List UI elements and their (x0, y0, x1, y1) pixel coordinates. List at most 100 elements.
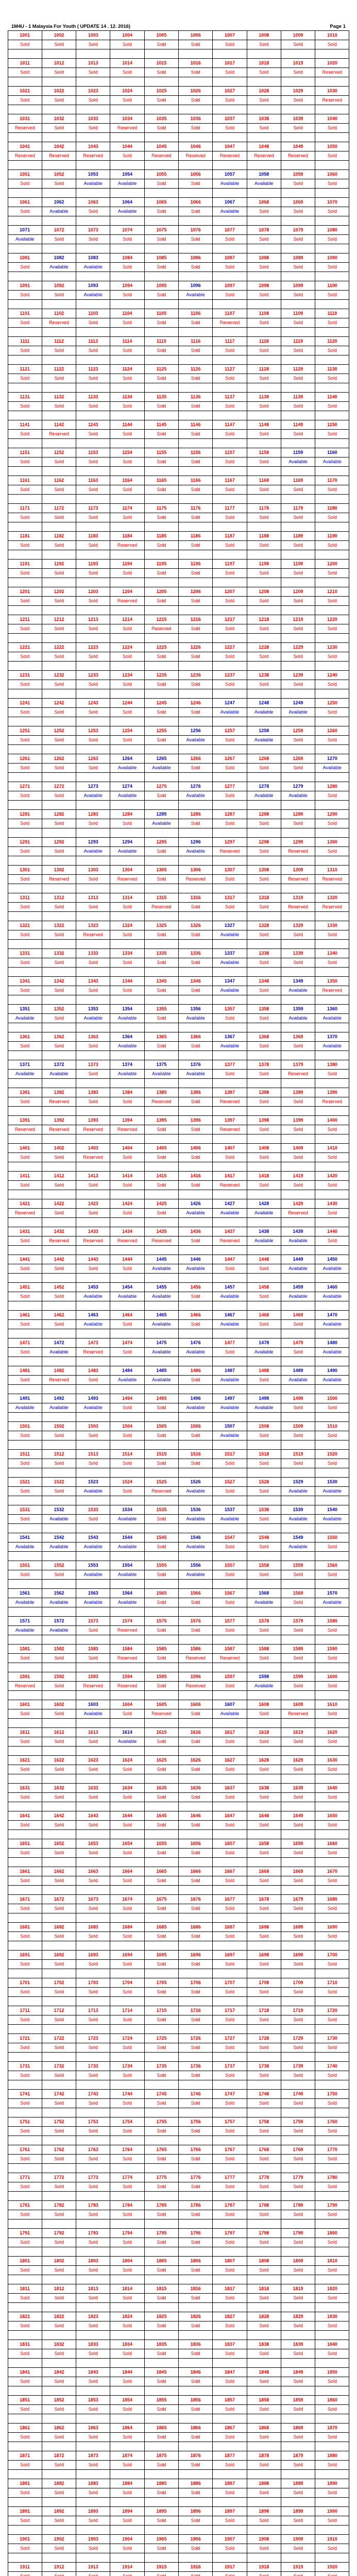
status-badge[interactable]: Sold (178, 2154, 213, 2164)
status-badge[interactable]: Available (280, 1292, 316, 1301)
number-cell[interactable]: 1355 (144, 1004, 179, 1014)
status-badge[interactable]: Sold (41, 179, 77, 189)
status-badge[interactable]: Sold (315, 1931, 350, 1941)
number-cell[interactable]: 1312 (41, 893, 77, 903)
status-badge[interactable]: Sold (246, 1987, 281, 1997)
number-cell[interactable]: 1765 (144, 2145, 179, 2155)
number-cell[interactable]: 1482 (41, 1366, 77, 1376)
number-cell[interactable]: 1631 (7, 1783, 42, 1793)
status-badge[interactable]: Available (212, 1208, 247, 1218)
number-cell[interactable]: 1670 (315, 1867, 350, 1876)
number-cell[interactable]: 1081 (7, 253, 42, 263)
status-badge[interactable]: Sold (246, 652, 281, 662)
number-cell[interactable]: 1401 (7, 1143, 42, 1153)
number-cell[interactable]: 1791 (7, 2228, 42, 2238)
status-badge[interactable]: Sold (76, 2071, 111, 2080)
number-cell[interactable]: 1386 (178, 1088, 213, 1097)
number-cell[interactable]: 1712 (41, 2006, 77, 2015)
status-badge[interactable]: Sold (76, 1792, 111, 1802)
number-cell[interactable]: 1448 (246, 1255, 281, 1264)
status-badge[interactable]: Sold (7, 290, 42, 300)
number-cell[interactable]: 1492 (41, 1394, 77, 1403)
status-badge[interactable]: Sold (76, 318, 111, 328)
status-badge[interactable]: Available (41, 1542, 77, 1552)
status-badge[interactable]: Sold (7, 680, 42, 689)
number-cell[interactable]: 1378 (246, 1060, 281, 1070)
number-cell[interactable]: 1209 (280, 587, 316, 597)
status-badge[interactable]: Sold (144, 707, 179, 717)
number-cell[interactable]: 1450 (315, 1255, 350, 1264)
number-cell[interactable]: 1060 (315, 170, 350, 179)
status-badge[interactable]: Sold (315, 2015, 350, 2025)
number-cell[interactable]: 1653 (76, 1839, 111, 1849)
number-cell[interactable]: 1223 (76, 642, 111, 652)
number-cell[interactable]: 1556 (178, 1561, 213, 1570)
status-badge[interactable]: Sold (110, 1180, 145, 1190)
status-badge[interactable]: Sold (178, 1765, 213, 1774)
number-cell[interactable]: 1409 (280, 1143, 316, 1153)
status-badge[interactable]: Sold (76, 1097, 111, 1107)
number-cell[interactable]: 1494 (110, 1394, 145, 1403)
status-badge[interactable]: Sold (315, 1765, 350, 1774)
status-badge[interactable]: Sold (7, 1180, 42, 1190)
number-cell[interactable]: 1162 (41, 476, 77, 485)
number-cell[interactable]: 1194 (110, 559, 145, 569)
status-badge[interactable]: Available (315, 1375, 350, 1385)
status-badge[interactable]: Sold (178, 958, 213, 968)
status-badge[interactable]: Sold (7, 2404, 42, 2414)
status-badge[interactable]: Available (212, 1431, 247, 1440)
status-badge[interactable]: Sold (212, 485, 247, 495)
status-badge[interactable]: Sold (315, 1848, 350, 1858)
status-badge[interactable]: Sold (246, 680, 281, 689)
number-cell[interactable]: 1224 (110, 642, 145, 652)
number-cell[interactable]: 1171 (7, 503, 42, 513)
status-badge[interactable]: Sold (315, 1987, 350, 1997)
number-cell[interactable]: 1726 (178, 2033, 213, 2043)
status-badge[interactable]: Sold (178, 2377, 213, 2386)
status-badge[interactable]: Sold (110, 819, 145, 828)
status-badge[interactable]: Sold (315, 1904, 350, 1913)
number-cell[interactable]: 1380 (315, 1060, 350, 1070)
status-badge[interactable]: Sold (7, 540, 42, 550)
number-cell[interactable]: 1475 (144, 1338, 179, 1348)
number-cell[interactable]: 1135 (144, 392, 179, 402)
status-badge[interactable]: Reserved (178, 151, 213, 161)
status-badge[interactable]: Sold (178, 2571, 213, 2576)
number-cell[interactable]: 1622 (41, 1755, 77, 1765)
number-cell[interactable]: 1827 (212, 2312, 247, 2321)
number-cell[interactable]: 1155 (144, 448, 179, 457)
status-badge[interactable]: Sold (315, 2460, 350, 2470)
number-cell[interactable]: 1339 (280, 948, 316, 958)
number-cell[interactable]: 1722 (41, 2033, 77, 2043)
status-badge[interactable]: Sold (7, 95, 42, 105)
status-badge[interactable]: Sold (212, 2015, 247, 2025)
status-badge[interactable]: Sold (315, 2488, 350, 2498)
number-cell[interactable]: 1766 (178, 2145, 213, 2155)
number-cell[interactable]: 1318 (246, 893, 281, 903)
status-badge[interactable]: Sold (110, 2043, 145, 2053)
status-badge[interactable]: Sold (212, 735, 247, 745)
number-cell[interactable]: 1752 (41, 2117, 77, 2127)
status-badge[interactable]: Sold (144, 2015, 179, 2025)
status-badge[interactable]: Reserved (212, 1236, 247, 1246)
status-badge[interactable]: Sold (144, 2293, 179, 2303)
status-badge[interactable]: Sold (315, 1792, 350, 1802)
number-cell[interactable]: 1365 (144, 1032, 179, 1042)
number-cell[interactable]: 1668 (246, 1867, 281, 1876)
number-cell[interactable]: 1464 (110, 1310, 145, 1320)
status-badge[interactable]: Available (110, 791, 145, 801)
number-cell[interactable]: 1557 (212, 1561, 247, 1570)
status-badge[interactable]: Available (212, 958, 247, 968)
status-badge[interactable]: Sold (7, 1737, 42, 1747)
number-cell[interactable]: 1390 (315, 1088, 350, 1097)
number-cell[interactable]: 1635 (144, 1783, 179, 1793)
status-badge[interactable]: Sold (178, 2432, 213, 2442)
number-cell[interactable]: 1837 (212, 2340, 247, 2349)
status-badge[interactable]: Sold (280, 930, 316, 940)
status-badge[interactable]: Available (178, 1570, 213, 1580)
number-cell[interactable]: 1825 (144, 2312, 179, 2321)
status-badge[interactable]: Sold (110, 513, 145, 522)
number-cell[interactable]: 1918 (246, 2562, 281, 2572)
number-cell[interactable]: 1385 (144, 1088, 179, 1097)
number-cell[interactable]: 1193 (76, 559, 111, 569)
